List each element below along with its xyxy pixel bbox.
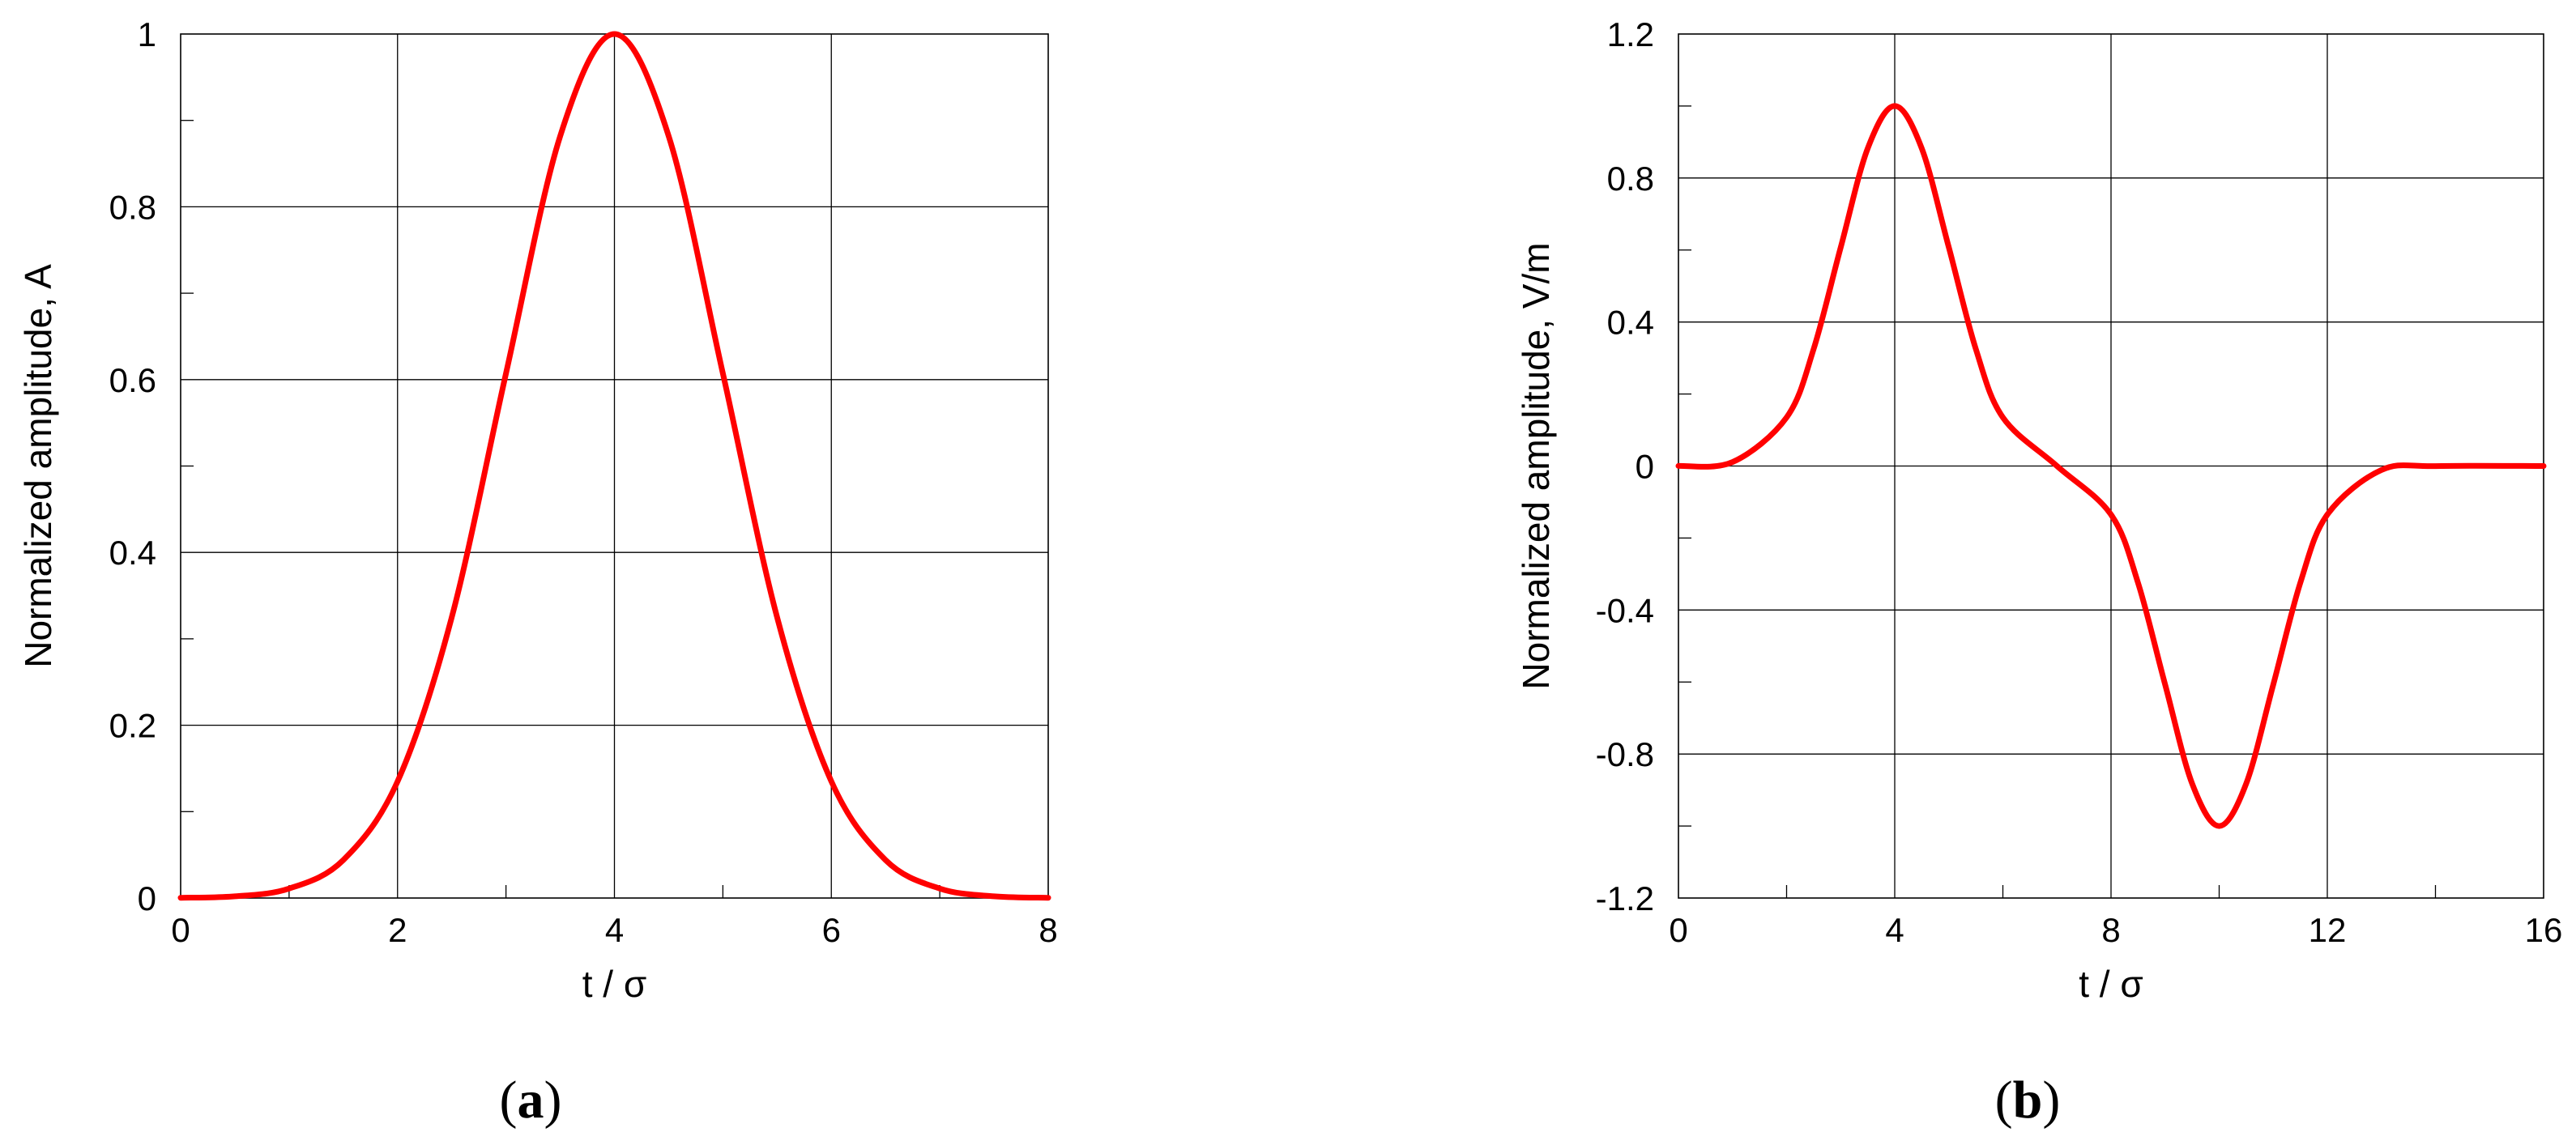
y-tick-label: 1.2 <box>1607 15 1654 53</box>
panel-caption: (b) <box>1995 1071 2061 1130</box>
y-tick-label: 0 <box>138 879 156 917</box>
y-axis-label: Normalized amplitude, V/m <box>1515 242 1557 689</box>
x-tick-label: 4 <box>605 911 624 949</box>
x-tick-label: 8 <box>1039 911 1057 949</box>
x-tick-label: 4 <box>1885 911 1904 949</box>
x-tick-label: 12 <box>2309 911 2347 949</box>
y-tick-label: -0.8 <box>1596 735 1654 773</box>
panel-caption: (a) <box>500 1071 562 1130</box>
x-tick-label: 16 <box>2525 911 2563 949</box>
y-tick-label: -1.2 <box>1596 879 1654 917</box>
panel-label: a <box>518 1071 544 1130</box>
series-line <box>177 31 1051 901</box>
y-tick-label: 0.4 <box>1607 304 1654 342</box>
x-tick-label: 0 <box>1669 911 1687 949</box>
chart-panel-b: 0 4 8 12 16 -1.2 -0.8 -0.4 0 0.4 0.8 1.2 t / σ Normal… <box>1515 15 2562 1130</box>
y-tick-label: -0.4 <box>1596 591 1654 629</box>
y-tick-label: 0.6 <box>109 361 156 399</box>
x-tick-label: 8 <box>2101 911 2120 949</box>
chart-panel-a: 0 2 4 6 8 0 0.2 0.4 0.6 0.8 1 t / σ Normalized ampli… <box>17 15 1058 1130</box>
y-tick-label: 0 <box>1636 448 1654 486</box>
x-axis-label: t / σ <box>2079 963 2143 1005</box>
x-tick-label: 2 <box>388 911 407 949</box>
panel-label: b <box>2013 1071 2043 1130</box>
y-tick-label: 0.4 <box>109 534 156 572</box>
y-tick-label: 0.8 <box>1607 160 1654 198</box>
y-axis-label: Normalized amplitude, A <box>17 264 59 668</box>
y-tick-label: 0.8 <box>109 188 156 226</box>
x-tick-label: 0 <box>171 911 190 949</box>
series-line <box>1675 103 2547 829</box>
y-tick-label: 1 <box>138 15 156 53</box>
x-axis-label: t / σ <box>582 963 647 1005</box>
x-tick-label: 6 <box>822 911 841 949</box>
y-tick-label: 0.2 <box>109 707 156 745</box>
